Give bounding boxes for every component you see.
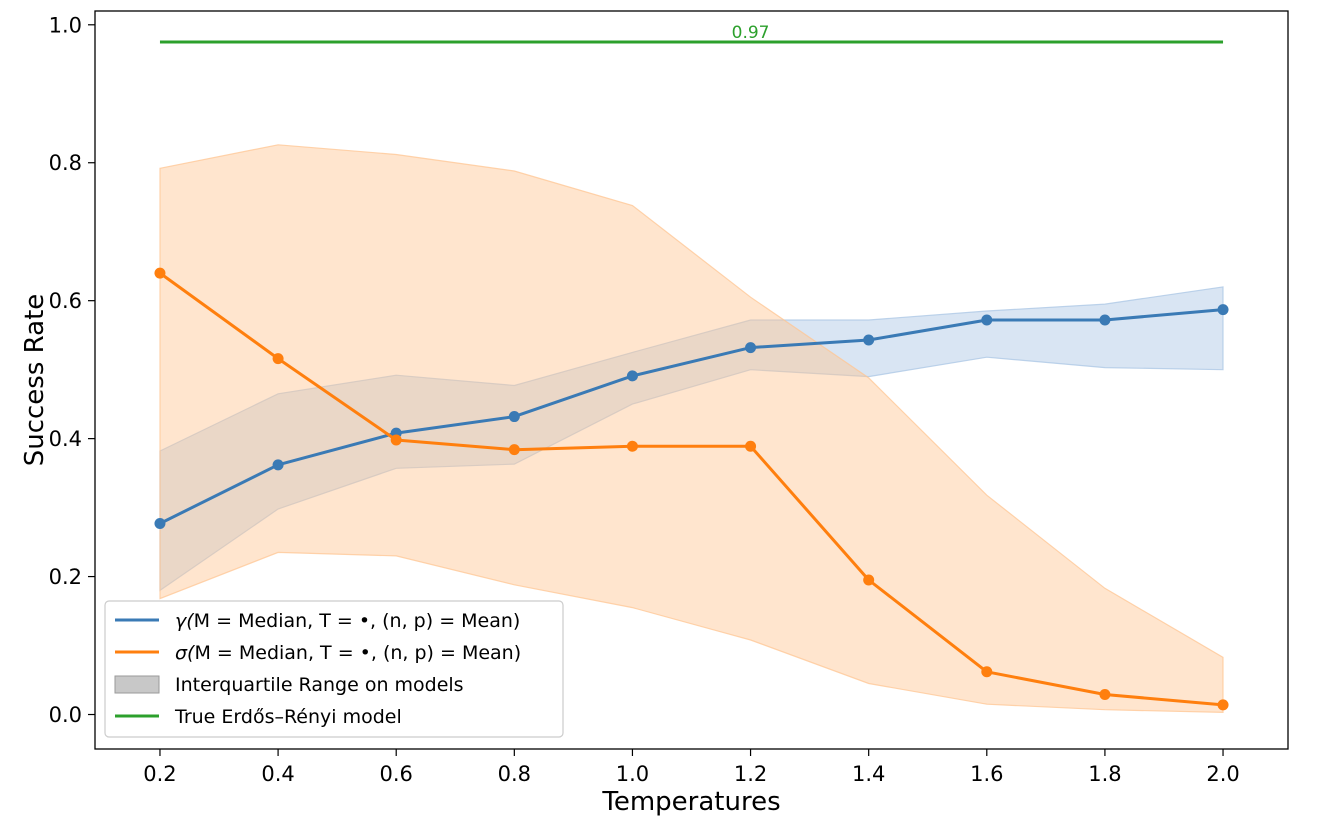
y-tick-label: 0.2 [49, 565, 82, 589]
series-1-point [981, 314, 993, 326]
series-1-point [1217, 304, 1229, 316]
legend: γ(M = Median, T = •, (n, p) = Mean)σ(M =… [104, 600, 564, 738]
y-tick-label: 0.8 [49, 151, 82, 175]
series-2-point [981, 666, 993, 678]
x-tick-label: 2.0 [1206, 762, 1239, 786]
legend-entry-expr: M = Median, T = •, (n, p) = Mean [194, 610, 513, 632]
series-2-point [272, 353, 284, 365]
series-2-line [159, 271, 1224, 707]
x-tick-label: 1.4 [852, 762, 885, 786]
y-tick-label: 0.0 [49, 703, 82, 727]
series-1-point [272, 459, 284, 471]
series-1-point [508, 411, 520, 423]
y-tick-label: 0.6 [49, 289, 82, 313]
series-1-point [154, 517, 166, 529]
x-tick-label: 0.4 [261, 762, 294, 786]
axes [94, 10, 1289, 750]
x-tick-label: 1.2 [734, 762, 767, 786]
legend-entry-suffix: ) [514, 642, 521, 664]
series-2-point [1099, 689, 1111, 701]
series-2-point [626, 440, 638, 452]
iqr-band-series-2 [159, 144, 1224, 714]
legend-entry-label: True Erdős–Rényi model [174, 706, 402, 728]
series-1-point [626, 370, 638, 382]
x-tick-label: 0.8 [498, 762, 531, 786]
y-axis-ticks: 0.0 0.2 0.4 0.6 0.8 1.0 [49, 13, 95, 727]
x-tick-label: 1.6 [970, 762, 1003, 786]
legend-entry-prefix: σ( [175, 642, 196, 664]
series-2-point [154, 267, 166, 279]
series-2-point [1217, 699, 1229, 711]
legend-entry-expr: M = Median, T = •, (n, p) = Mean [194, 642, 513, 664]
legend-entry-label: σ(M = Median, T = •, (n, p) = Mean) [175, 642, 521, 664]
x-axis-title: Temperatures [601, 787, 780, 817]
series-1-point [863, 334, 875, 346]
legend-entry-label: γ(M = Median, T = •, (n, p) = Mean) [175, 610, 520, 632]
reference-line-annotation: 0.97 [732, 23, 770, 43]
legend-box [104, 600, 564, 738]
x-tick-label: 0.2 [143, 762, 176, 786]
x-tick-label: 1.0 [616, 762, 649, 786]
y-tick-label: 1.0 [49, 13, 82, 37]
series-2-point [390, 434, 402, 446]
x-axis-ticks: 0.2 0.4 0.6 0.8 1.0 1.2 1.4 1.6 1.8 2.0 [143, 749, 1240, 786]
series-2-point [745, 440, 757, 452]
legend-entry-label: Interquartile Range on models [175, 674, 464, 696]
series-2-point [863, 574, 875, 586]
series-1-point [745, 342, 757, 354]
legend-entry-prefix: γ( [175, 610, 195, 632]
legend-swatch-patch [114, 675, 160, 694]
series-1-point [1099, 314, 1111, 326]
reference-line-group: 0.97 [159, 23, 1224, 44]
series-1-line [159, 308, 1224, 525]
x-tick-label: 0.6 [379, 762, 412, 786]
plot-frame [94, 10, 1289, 750]
y-axis-title: Success Rate [20, 294, 50, 467]
legend-entry-suffix: ) [513, 610, 520, 632]
y-tick-label: 0.4 [49, 427, 82, 451]
series-2-point [508, 444, 520, 456]
series-lines [154, 267, 1229, 711]
x-tick-label: 1.8 [1088, 762, 1121, 786]
